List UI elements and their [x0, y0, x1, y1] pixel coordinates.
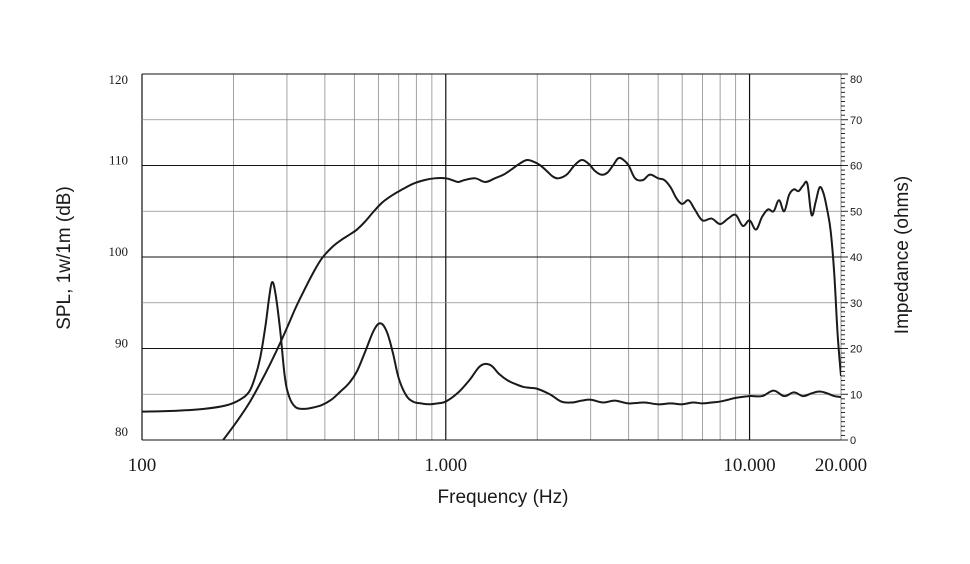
y-tick-label: 110 [109, 153, 128, 168]
y2-tick-label: 40 [850, 252, 862, 264]
y-tick-label: 100 [109, 244, 129, 259]
tick-labels: 100 1.000 10.000 20.000 80 90 100 110 120 0 10 20 30… [109, 72, 868, 476]
y2-tick-label: 50 [850, 206, 862, 218]
x-tick-label: 100 [128, 455, 157, 476]
y-tick-label: 80 [115, 424, 128, 439]
series-lines [142, 156, 841, 440]
x-axis-title: Frequency (Hz) [438, 487, 569, 508]
y2-tick-label: 0 [850, 435, 856, 447]
x-tick-label: 20.000 [815, 455, 867, 476]
right-axis-ticks [841, 73, 848, 441]
y-tick-label: 120 [109, 72, 129, 87]
y2-tick-label: 80 [850, 74, 862, 86]
x-tick-label: 1.000 [424, 455, 467, 476]
y2-tick-label: 60 [850, 161, 862, 173]
y2-tick-label: 10 [850, 389, 862, 401]
y2-tick-label: 70 [850, 115, 862, 127]
y2-tick-label: 20 [850, 344, 862, 356]
grid [141, 73, 842, 441]
y-axis-title: SPL, 1w/1m (dB) [54, 186, 75, 330]
impedance-line [142, 281, 841, 413]
y-tick-label: 90 [115, 336, 128, 351]
y2-tick-label: 30 [850, 298, 862, 310]
spl-line [222, 156, 841, 440]
y2-axis-title: Impedance (ohms) [892, 176, 913, 334]
x-tick-label: 10.000 [723, 455, 775, 476]
